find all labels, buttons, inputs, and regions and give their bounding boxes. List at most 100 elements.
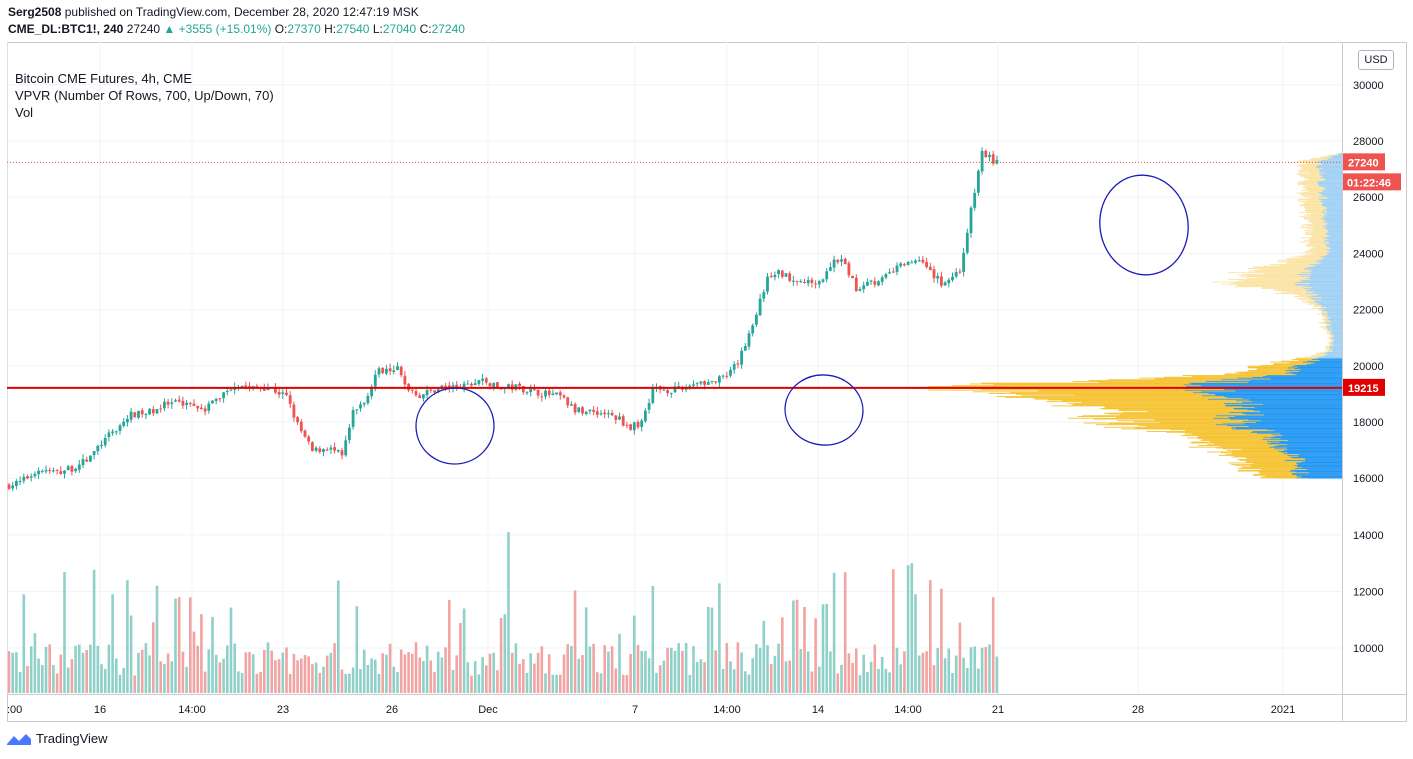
volume-bar: [322, 666, 325, 693]
vpvr-down-row: [1287, 291, 1315, 293]
vpvr-up-row: [1326, 316, 1342, 317]
candle-body: [618, 416, 621, 420]
vpvr-up-row: [1329, 252, 1342, 254]
volume-bar: [177, 597, 181, 693]
vpvr-up-row: [1310, 363, 1342, 365]
vpvr-down-row: [1298, 198, 1319, 200]
volume-bar: [488, 653, 492, 693]
volume-bar: [847, 653, 851, 693]
vpvr-down-row: [1182, 375, 1267, 376]
vpvr-up-row: [1326, 353, 1342, 355]
volume-bar: [329, 652, 333, 693]
volume-bar: [189, 597, 192, 693]
vpvr-down-row: [1238, 372, 1286, 374]
volume-bar: [226, 645, 229, 693]
vpvr-down-row: [1197, 436, 1264, 438]
vpvr-down-row: [1146, 425, 1249, 427]
vpvr-down-row: [1073, 394, 1217, 396]
candle-body: [921, 259, 925, 263]
volume-bar: [251, 654, 255, 693]
vpvr-up-row: [1241, 406, 1342, 408]
vpvr-down-row: [1324, 321, 1331, 323]
vpvr-up-row: [1245, 413, 1342, 415]
vpvr-up-row: [1326, 307, 1342, 308]
candle-body: [59, 471, 63, 474]
candle-body: [111, 431, 114, 434]
vpvr-down-row: [1277, 259, 1317, 261]
candle-body: [965, 232, 969, 253]
vpvr-down-row: [1229, 282, 1310, 284]
vpvr-up-row: [1208, 393, 1342, 394]
vpvr-down-row: [1103, 426, 1231, 428]
vpvr-up-row: [1283, 453, 1342, 455]
vpvr-up-row: [1311, 295, 1342, 297]
volume-bar: [792, 600, 795, 693]
volume-bar: [96, 645, 100, 693]
vpvr-down-row: [1292, 256, 1321, 258]
vpvr-up-row: [1252, 430, 1342, 432]
vpvr-down-row: [1301, 191, 1319, 193]
volume-bar: [544, 673, 547, 693]
vpvr-up-row: [1294, 368, 1342, 370]
vpvr-up-row: [1250, 431, 1342, 433]
vpvr-down-row: [1307, 213, 1325, 215]
vpvr-down-row: [1300, 193, 1322, 195]
candle-body: [851, 275, 854, 279]
candle-body: [547, 390, 551, 395]
vpvr-up-row: [1330, 235, 1342, 237]
volume-bar: [285, 647, 288, 693]
vpvr-down-row: [1034, 398, 1208, 400]
vpvr-up-row: [1296, 462, 1342, 464]
vpvr-up-row: [1223, 396, 1342, 398]
candle-body: [588, 409, 592, 412]
chart-canvas[interactable]: 16000 18000 20000 22000 24000 26000 28000 30000…: [7, 42, 1407, 722]
vpvr-down-row: [1304, 209, 1327, 211]
candle-body: [299, 421, 303, 432]
candle-body: [37, 470, 40, 475]
volume-bar: [788, 660, 791, 693]
vpvr-down-row: [1016, 393, 1215, 395]
vpvr-down-row: [1319, 308, 1325, 310]
vpvr-down-row: [1246, 458, 1306, 460]
candle-body: [214, 398, 218, 402]
vpvr-down-row: [1246, 457, 1293, 459]
volume-bar: [518, 663, 521, 693]
volume-bar: [103, 668, 107, 693]
vpvr-down-row: [1238, 279, 1301, 281]
candle-body: [777, 270, 780, 275]
vpvr-up-row: [1318, 169, 1342, 170]
candle-body: [784, 273, 788, 277]
vpvr-down-row: [996, 396, 1224, 398]
vpvr-up-row: [1277, 450, 1342, 452]
volume-bar: [625, 675, 629, 693]
vpvr-down-row: [1315, 247, 1331, 249]
vpvr-down-row: [1330, 339, 1333, 341]
vpvr-up-row: [1327, 351, 1342, 353]
candle-body: [529, 388, 533, 393]
currency-button[interactable]: USD: [1358, 50, 1394, 70]
candle-body: [743, 346, 747, 351]
volume-bar: [866, 671, 869, 693]
candle-body: [48, 470, 52, 472]
candle-body: [525, 392, 529, 394]
vpvr-up-row: [1228, 416, 1342, 418]
vpvr-up-row: [1326, 325, 1342, 327]
vpvr-up-row: [1235, 400, 1342, 402]
vpvr-up-row: [1320, 199, 1342, 201]
candle-body: [607, 413, 610, 415]
vpvr-down-row: [1256, 369, 1301, 371]
chart-container[interactable]: 16000 18000 20000 22000 24000 26000 28000 30000…: [7, 42, 1407, 722]
candle-body: [603, 412, 607, 415]
vpvr-up-row: [1333, 339, 1342, 341]
volume-bar: [307, 656, 310, 693]
volume-bar: [836, 673, 840, 693]
vpvr-down-row: [1073, 403, 1264, 405]
vpvr-down-row: [1310, 212, 1327, 214]
candle-body: [362, 402, 366, 405]
volume-bar: [470, 675, 473, 693]
candle-body: [677, 386, 681, 388]
vpvr-up-row: [1291, 473, 1342, 475]
volume-bar: [122, 667, 125, 693]
vpvr-up-row: [1315, 301, 1342, 303]
candle-body: [281, 392, 285, 395]
